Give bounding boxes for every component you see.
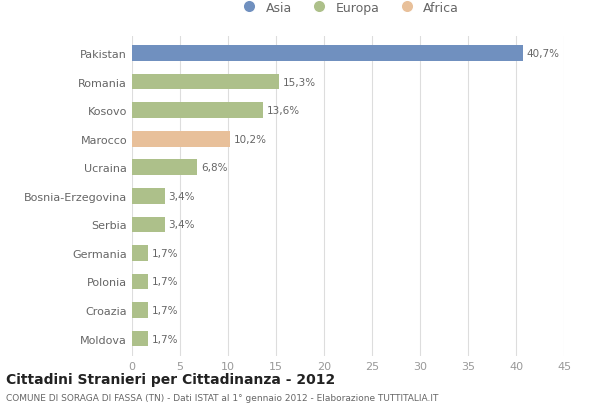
Text: 1,7%: 1,7%: [152, 277, 179, 287]
Text: 3,4%: 3,4%: [169, 191, 195, 201]
Bar: [132, 302, 148, 318]
Bar: [132, 74, 279, 90]
Bar: [132, 189, 164, 204]
Text: COMUNE DI SORAGA DI FASSA (TN) - Dati ISTAT al 1° gennaio 2012 - Elaborazione TU: COMUNE DI SORAGA DI FASSA (TN) - Dati IS…: [6, 393, 439, 402]
Text: 1,7%: 1,7%: [152, 305, 179, 315]
Text: 6,8%: 6,8%: [201, 163, 227, 173]
Text: 3,4%: 3,4%: [169, 220, 195, 230]
Bar: [132, 245, 148, 261]
Bar: [132, 274, 148, 290]
Text: 40,7%: 40,7%: [527, 49, 560, 59]
Text: 13,6%: 13,6%: [266, 106, 299, 116]
Bar: [132, 217, 164, 233]
Text: 1,7%: 1,7%: [152, 248, 179, 258]
Bar: [132, 160, 197, 176]
Legend: Asia, Europa, Africa: Asia, Europa, Africa: [237, 2, 459, 15]
Text: 1,7%: 1,7%: [152, 334, 179, 344]
Bar: [132, 103, 263, 119]
Text: 10,2%: 10,2%: [234, 135, 267, 144]
Bar: [132, 46, 523, 62]
Bar: [132, 331, 148, 346]
Bar: [132, 132, 230, 147]
Text: 15,3%: 15,3%: [283, 77, 316, 88]
Text: Cittadini Stranieri per Cittadinanza - 2012: Cittadini Stranieri per Cittadinanza - 2…: [6, 372, 335, 386]
